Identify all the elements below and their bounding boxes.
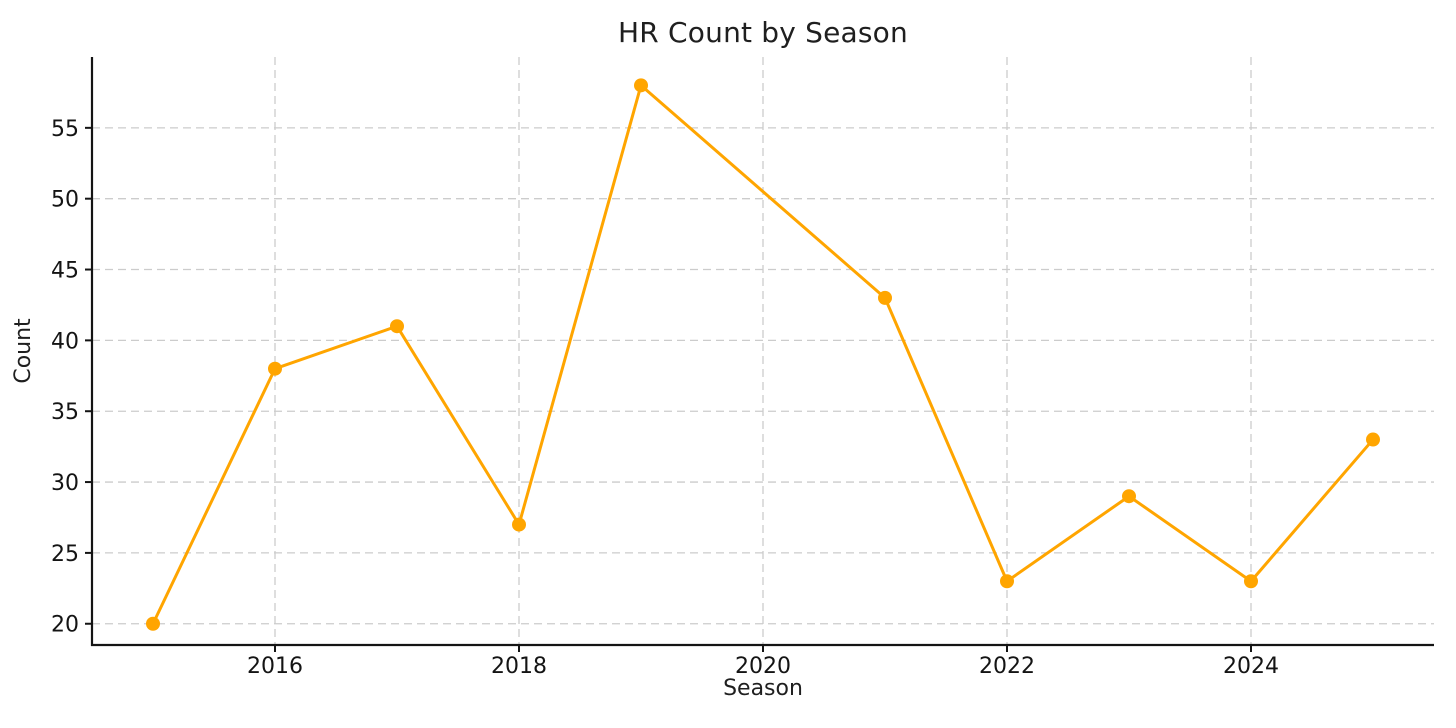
data-point-marker (268, 361, 282, 376)
data-line (151, 83, 1375, 626)
x-tick-label: 2022 (979, 654, 1035, 679)
y-tick-label: 45 (51, 259, 79, 284)
y-tick-label: 25 (51, 542, 79, 567)
x-tick-label: 2018 (491, 654, 547, 679)
x-tick-label: 2016 (247, 654, 303, 679)
data-point-marker (512, 517, 526, 532)
data-point-marker (1122, 489, 1136, 504)
data-point-marker (1366, 432, 1380, 447)
x-tick-label: 2020 (735, 654, 791, 679)
x-tick-label: 2024 (1223, 654, 1279, 679)
y-tick-label: 20 (51, 613, 79, 638)
data-point-marker (634, 78, 648, 93)
y-tick-label: 35 (51, 400, 79, 425)
data-point-marker (146, 616, 160, 631)
x-axis-label: Season (723, 676, 803, 701)
data-point-marker (878, 290, 892, 305)
data-point-marker (1244, 574, 1258, 589)
y-tick-label: 55 (51, 117, 79, 142)
y-tick-label: 50 (51, 188, 79, 213)
data-point-marker (390, 319, 404, 334)
data-point-marker (1000, 574, 1014, 589)
chart-title: HR Count by Season (618, 16, 908, 49)
y-tick-label: 30 (51, 471, 79, 496)
y-tick-label: 40 (51, 329, 79, 354)
